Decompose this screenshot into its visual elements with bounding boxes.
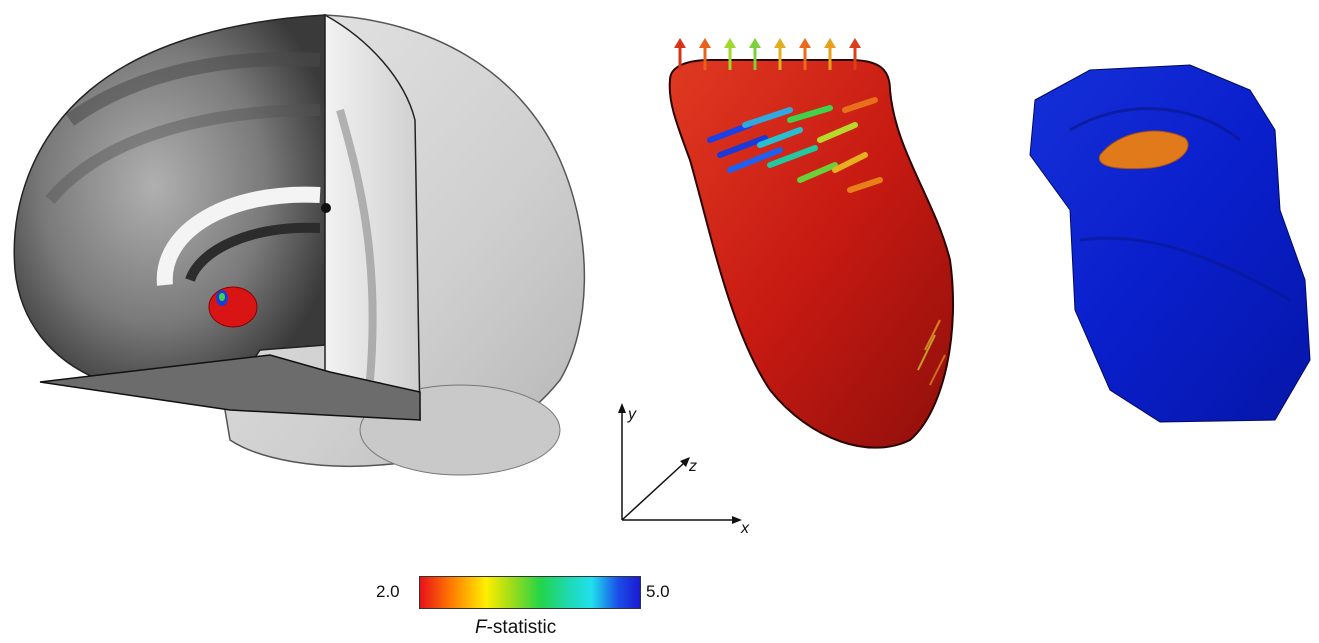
xyz-axes-glyph bbox=[618, 403, 742, 524]
colorbar-max-label: 5.0 bbox=[646, 582, 670, 601]
colorbar-min-label: 2.0 bbox=[376, 582, 400, 601]
colorbar bbox=[419, 576, 641, 609]
nucleus-surface-render bbox=[668, 38, 955, 449]
colorbar-title: F-statistic bbox=[475, 617, 556, 639]
colorbar-title-italic: F bbox=[475, 617, 487, 638]
z-axis-label: z bbox=[689, 458, 697, 475]
brain-mri-render bbox=[13, 13, 586, 476]
y-axis-label: y bbox=[628, 406, 636, 423]
blue-surface-render bbox=[1029, 64, 1311, 423]
colorbar-title-rest: -statistic bbox=[486, 617, 557, 638]
x-axis-label: x bbox=[741, 520, 749, 537]
